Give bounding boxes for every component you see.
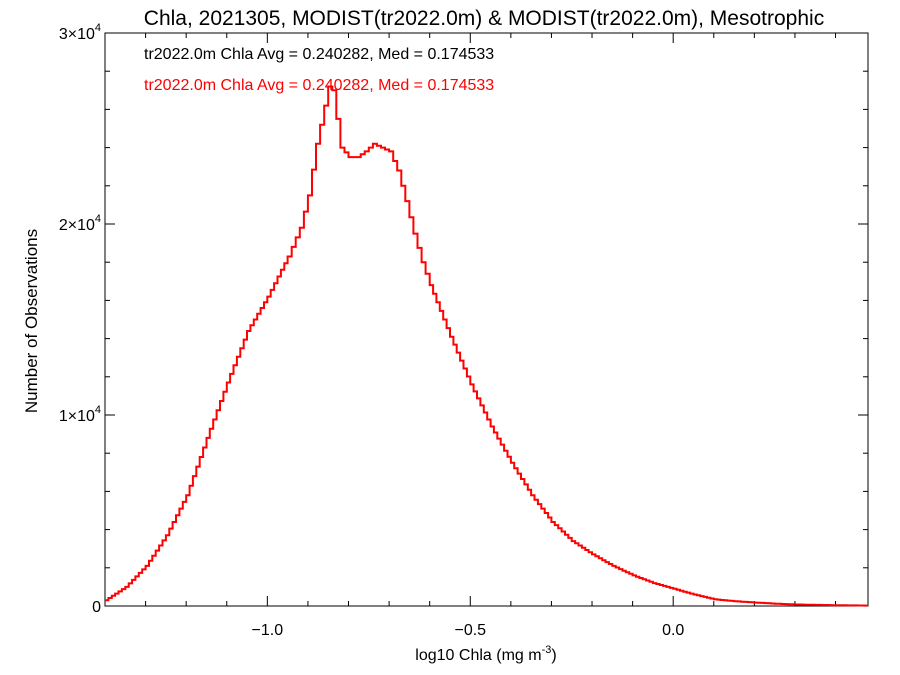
x-tick-label: 0.0 — [662, 622, 684, 639]
stats-annotation: tr2022.0m Chla Avg = 0.240282, Med = 0.1… — [144, 46, 494, 63]
histogram-series — [105, 85, 868, 607]
annotations: tr2022.0m Chla Avg = 0.240282, Med = 0.1… — [144, 46, 494, 94]
axis-ticks — [105, 32, 868, 607]
chart-title: Chla, 2021305, MODIST(tr2022.0m) & MODIS… — [144, 7, 824, 30]
x-axis-label: log10 Chla (mg m-3) — [415, 644, 556, 664]
y-tick-label: 3×104 — [59, 22, 101, 43]
y-tick-label: 0 — [92, 599, 101, 616]
y-tick-label: 1×104 — [59, 404, 101, 425]
x-tick-label: −1.0 — [252, 622, 284, 639]
x-tick-label: −0.5 — [454, 622, 486, 639]
plot-frame — [104, 32, 869, 607]
stats-annotation: tr2022.0m Chla Avg = 0.240282, Med = 0.1… — [144, 77, 494, 94]
y-tick-label: 2×104 — [59, 213, 101, 234]
y-axis-label: Number of Observations — [22, 229, 41, 413]
tick-labels: −1.0 −0.5 0.0 0 1×104 2×104 3×104 — [59, 22, 685, 639]
